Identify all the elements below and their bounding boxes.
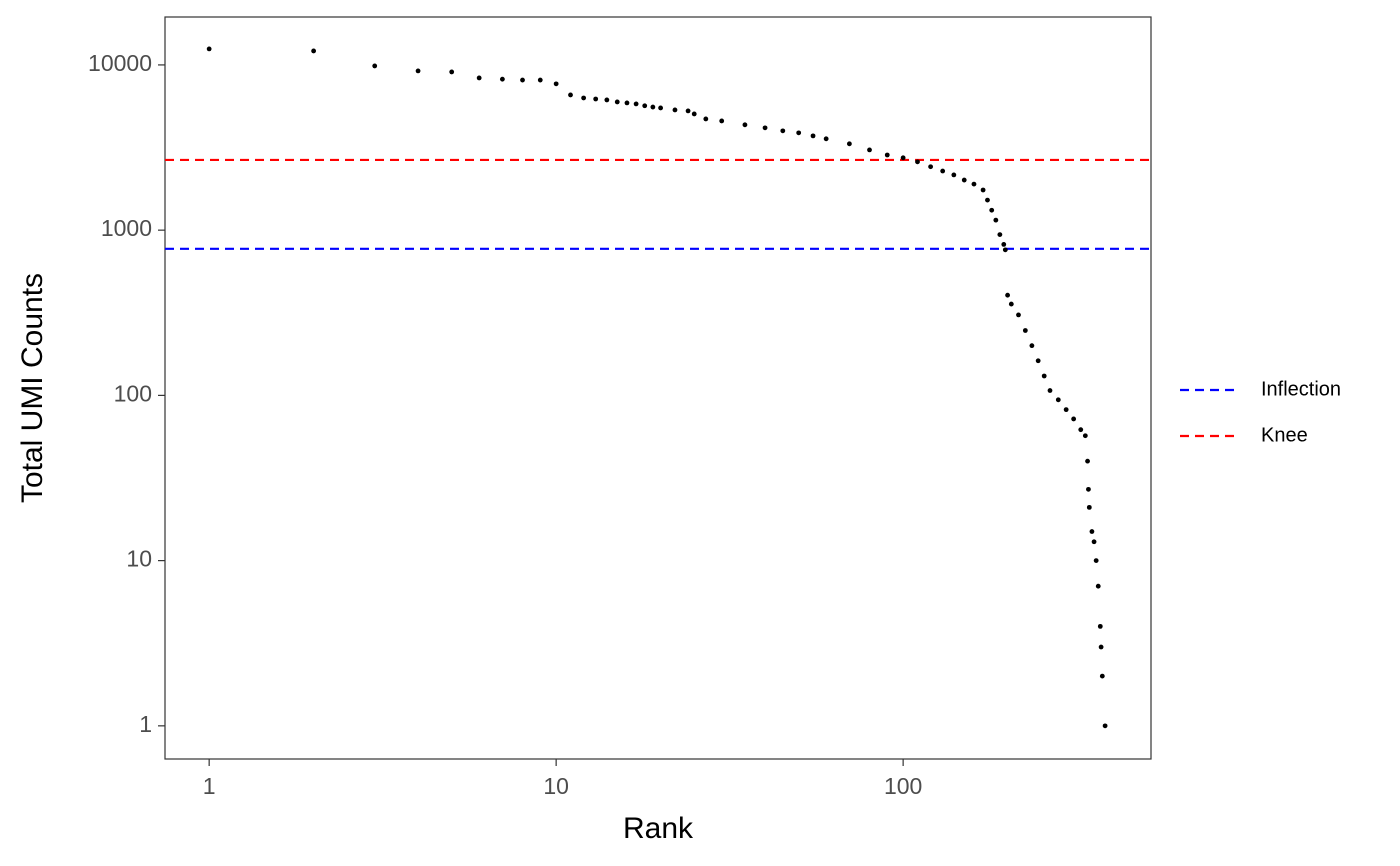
point xyxy=(823,136,829,142)
point xyxy=(1091,539,1097,545)
point xyxy=(1098,644,1104,650)
point xyxy=(1089,529,1095,534)
point xyxy=(742,122,748,128)
panel-border xyxy=(164,16,1152,760)
point xyxy=(685,108,691,114)
point xyxy=(997,232,1003,237)
x-tick-label: 1 xyxy=(203,773,216,799)
point xyxy=(762,125,768,131)
point xyxy=(1099,673,1105,679)
point xyxy=(985,197,990,203)
point xyxy=(311,48,317,54)
point xyxy=(928,164,934,170)
point xyxy=(1082,433,1088,439)
legend-label: Knee xyxy=(1261,424,1308,446)
point xyxy=(624,100,630,106)
point xyxy=(961,177,967,183)
point xyxy=(1002,247,1008,253)
point xyxy=(1055,397,1061,403)
point xyxy=(1086,504,1092,510)
point xyxy=(1093,558,1099,564)
point xyxy=(1041,373,1047,379)
point xyxy=(499,76,505,82)
point xyxy=(1022,328,1028,333)
point xyxy=(633,101,639,107)
point xyxy=(1095,583,1101,589)
point xyxy=(604,97,610,103)
point xyxy=(884,152,890,158)
point xyxy=(593,96,599,102)
point xyxy=(1035,358,1041,364)
point xyxy=(1047,388,1053,393)
point xyxy=(642,103,648,109)
point xyxy=(568,92,573,98)
point xyxy=(1097,623,1103,629)
point xyxy=(1016,312,1021,318)
point xyxy=(372,63,378,69)
point xyxy=(520,77,525,83)
point xyxy=(1085,458,1090,464)
point xyxy=(553,81,559,87)
point xyxy=(1008,301,1014,307)
point xyxy=(1086,486,1091,492)
x-tick-label: 10 xyxy=(543,773,569,799)
point xyxy=(940,168,946,174)
point xyxy=(993,217,999,223)
point xyxy=(1005,292,1010,298)
point xyxy=(971,181,977,187)
x-axis-title: Rank xyxy=(623,812,694,845)
point xyxy=(780,128,786,134)
point xyxy=(449,69,455,75)
point xyxy=(415,68,421,74)
y-tick-label: 1000 xyxy=(101,215,152,241)
point xyxy=(989,207,995,213)
point xyxy=(796,130,802,136)
point xyxy=(1063,407,1069,413)
x-tick-label: 100 xyxy=(884,773,922,799)
y-tick-label: 10000 xyxy=(88,50,152,76)
point xyxy=(867,147,872,153)
point xyxy=(658,105,664,111)
point xyxy=(672,107,678,113)
point xyxy=(476,75,482,81)
point xyxy=(810,133,816,139)
point xyxy=(1078,427,1084,433)
point xyxy=(581,95,587,101)
point xyxy=(900,155,906,161)
legend-label: Inflection xyxy=(1261,378,1341,400)
point xyxy=(537,77,543,83)
y-tick-label: 10 xyxy=(126,546,152,572)
point xyxy=(650,104,656,110)
y-tick-label: 100 xyxy=(114,380,152,406)
point xyxy=(846,141,852,147)
point xyxy=(614,99,620,105)
point xyxy=(206,46,212,52)
point xyxy=(1001,241,1007,247)
point xyxy=(1102,723,1108,729)
y-axis-title: Total UMI Counts xyxy=(16,273,49,503)
point xyxy=(980,187,986,193)
point xyxy=(703,116,709,122)
point xyxy=(1071,416,1077,422)
point xyxy=(691,111,697,117)
point xyxy=(951,172,957,178)
y-tick-label: 1 xyxy=(139,711,152,737)
point xyxy=(719,118,725,124)
point xyxy=(915,159,920,165)
point xyxy=(1029,343,1035,349)
